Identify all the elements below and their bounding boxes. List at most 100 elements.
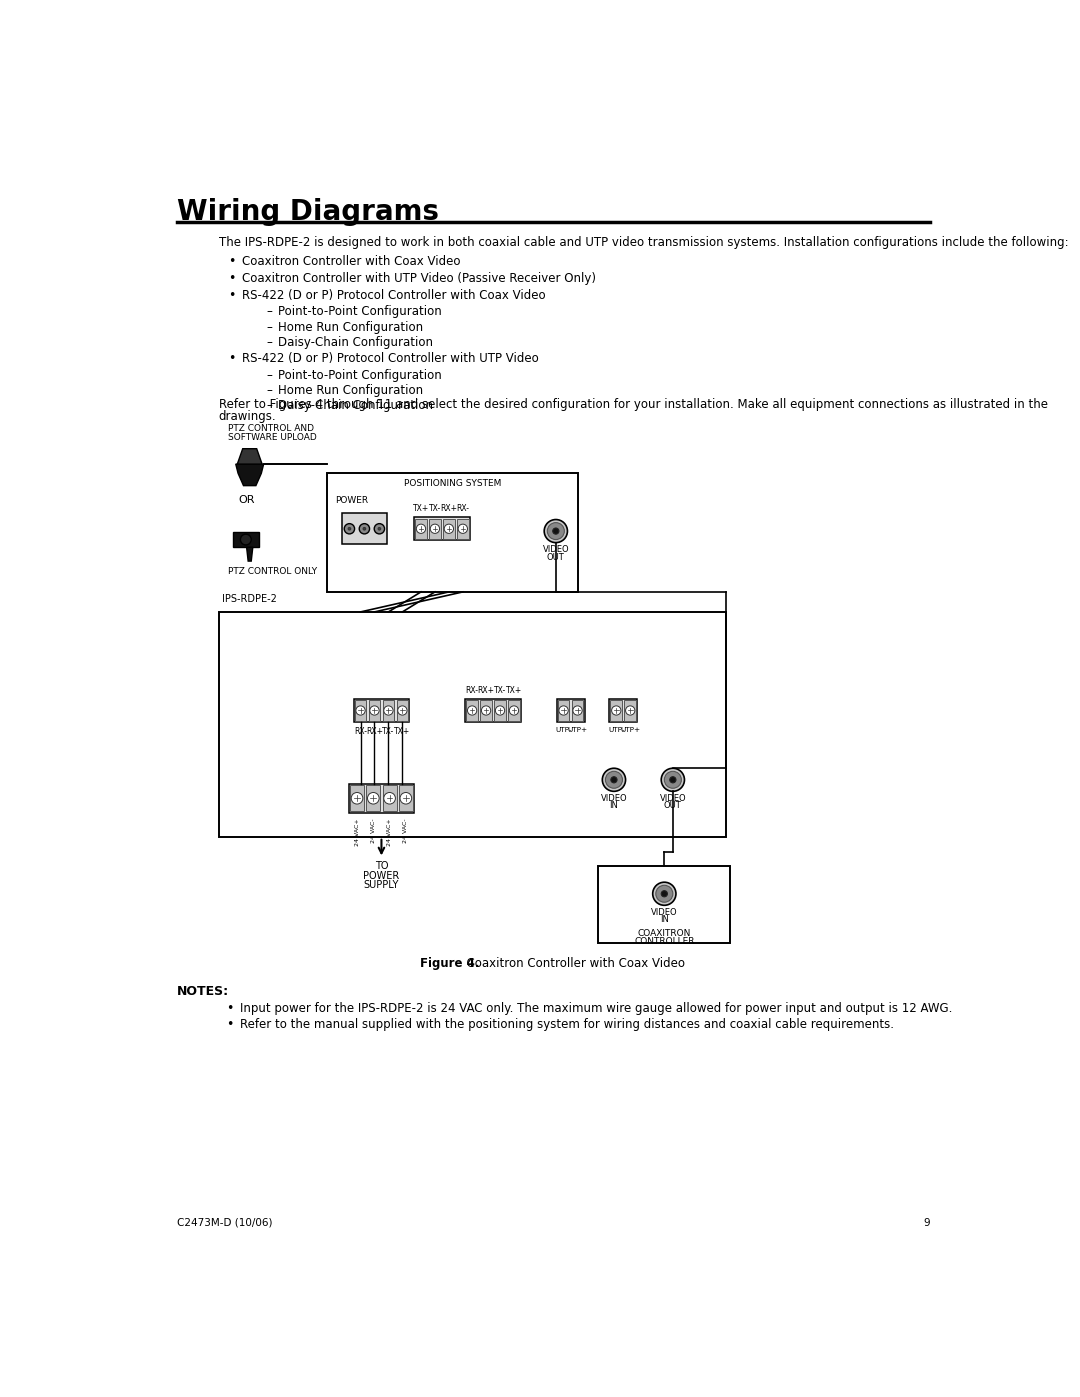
- Bar: [443, 518, 455, 539]
- Text: VIDEO: VIDEO: [542, 545, 569, 555]
- Circle shape: [400, 792, 411, 805]
- Text: –: –: [267, 384, 272, 397]
- Circle shape: [559, 705, 568, 715]
- Text: 24 VAC-: 24 VAC-: [370, 819, 376, 842]
- Text: •: •: [227, 1002, 234, 1014]
- Bar: [399, 785, 413, 812]
- Text: TX+: TX+: [413, 504, 429, 513]
- Text: PTZ CONTROL AND: PTZ CONTROL AND: [228, 425, 314, 433]
- Text: –: –: [267, 321, 272, 334]
- Bar: [366, 785, 380, 812]
- Text: •: •: [228, 352, 235, 365]
- Text: RX-: RX-: [354, 726, 367, 736]
- Circle shape: [572, 705, 582, 715]
- Bar: [467, 700, 478, 721]
- Circle shape: [611, 705, 621, 715]
- Circle shape: [553, 528, 559, 534]
- Circle shape: [444, 524, 454, 534]
- Bar: [556, 698, 584, 722]
- Text: OUT: OUT: [546, 553, 565, 562]
- Text: Refer to the manual supplied with the positioning system for wiring distances an: Refer to the manual supplied with the po…: [241, 1018, 894, 1031]
- Bar: [342, 513, 387, 545]
- Circle shape: [356, 705, 365, 715]
- Text: RX-: RX-: [465, 686, 478, 696]
- Text: –: –: [267, 369, 272, 381]
- Text: Refer to Figures 4 through 11 and select the desired configuration for your inst: Refer to Figures 4 through 11 and select…: [218, 398, 1048, 411]
- Bar: [382, 785, 396, 812]
- Circle shape: [416, 524, 426, 534]
- Text: Coaxitron Controller with Coax Video: Coaxitron Controller with Coax Video: [459, 957, 685, 970]
- Circle shape: [656, 886, 673, 902]
- Text: POWER: POWER: [335, 496, 368, 506]
- Circle shape: [383, 792, 395, 805]
- Bar: [415, 518, 427, 539]
- Text: •: •: [228, 289, 235, 302]
- Text: Coaxitron Controller with UTP Video (Passive Receiver Only): Coaxitron Controller with UTP Video (Pas…: [242, 271, 596, 285]
- Text: TO: TO: [375, 862, 388, 872]
- Text: 24 VAC+: 24 VAC+: [354, 819, 360, 847]
- Circle shape: [661, 768, 685, 791]
- Bar: [353, 698, 409, 722]
- Bar: [610, 700, 622, 721]
- Text: TX-: TX-: [494, 686, 507, 696]
- Bar: [232, 532, 259, 548]
- Text: IN: IN: [609, 802, 619, 810]
- Circle shape: [367, 792, 379, 805]
- Text: TX-: TX-: [429, 504, 441, 513]
- Bar: [218, 612, 726, 837]
- Text: •: •: [228, 254, 235, 268]
- Bar: [609, 698, 637, 722]
- Circle shape: [397, 705, 407, 715]
- Bar: [571, 700, 583, 721]
- Text: Figure 4.: Figure 4.: [420, 957, 480, 970]
- Text: COAXITRON: COAXITRON: [637, 929, 691, 939]
- Text: IPS-RDPE-2: IPS-RDPE-2: [221, 594, 276, 605]
- Circle shape: [603, 768, 625, 791]
- Bar: [327, 474, 578, 592]
- Text: Wiring Diagrams: Wiring Diagrams: [177, 197, 438, 226]
- Text: RS-422 (D or P) Protocol Controller with UTP Video: RS-422 (D or P) Protocol Controller with…: [242, 352, 539, 365]
- Circle shape: [458, 524, 468, 534]
- Text: CONTROLLER: CONTROLLER: [634, 937, 694, 946]
- Text: Point-to-Point Configuration: Point-to-Point Configuration: [278, 369, 442, 381]
- Text: UTP-: UTP-: [608, 726, 624, 732]
- Polygon shape: [246, 548, 253, 562]
- Bar: [382, 700, 394, 721]
- Circle shape: [360, 524, 369, 534]
- Circle shape: [548, 522, 565, 539]
- Bar: [457, 518, 469, 539]
- Text: VIDEO: VIDEO: [651, 908, 677, 916]
- Bar: [624, 700, 636, 721]
- Text: RS-422 (D or P) Protocol Controller with Coax Video: RS-422 (D or P) Protocol Controller with…: [242, 289, 545, 302]
- Circle shape: [661, 891, 667, 897]
- Text: OR: OR: [239, 495, 255, 504]
- Circle shape: [468, 705, 476, 715]
- Text: TX+: TX+: [505, 686, 522, 696]
- Text: Home Run Configuration: Home Run Configuration: [278, 321, 422, 334]
- Circle shape: [363, 528, 366, 529]
- Text: Daisy-Chain Configuration: Daisy-Chain Configuration: [278, 337, 433, 349]
- Text: C2473M-D (10/06): C2473M-D (10/06): [177, 1218, 272, 1228]
- Bar: [557, 700, 569, 721]
- Text: VIDEO: VIDEO: [600, 793, 627, 803]
- Text: The IPS-RDPE-2 is designed to work in both coaxial cable and UTP video transmiss: The IPS-RDPE-2 is designed to work in bo…: [218, 236, 1068, 249]
- Text: UTP+: UTP+: [620, 726, 640, 732]
- Bar: [465, 698, 521, 722]
- Circle shape: [383, 705, 393, 715]
- Circle shape: [241, 534, 252, 545]
- Text: •: •: [228, 271, 235, 285]
- Circle shape: [378, 528, 380, 529]
- Circle shape: [369, 705, 379, 715]
- Text: TX+: TX+: [394, 726, 410, 736]
- Text: RX+: RX+: [366, 726, 383, 736]
- Bar: [349, 784, 414, 813]
- Circle shape: [664, 771, 681, 788]
- Text: –: –: [267, 337, 272, 349]
- Circle shape: [611, 777, 617, 782]
- Text: Coaxitron Controller with Coax Video: Coaxitron Controller with Coax Video: [242, 254, 460, 268]
- Circle shape: [430, 524, 440, 534]
- Text: SUPPLY: SUPPLY: [364, 880, 400, 890]
- Bar: [481, 700, 491, 721]
- Bar: [598, 866, 730, 943]
- Bar: [368, 700, 380, 721]
